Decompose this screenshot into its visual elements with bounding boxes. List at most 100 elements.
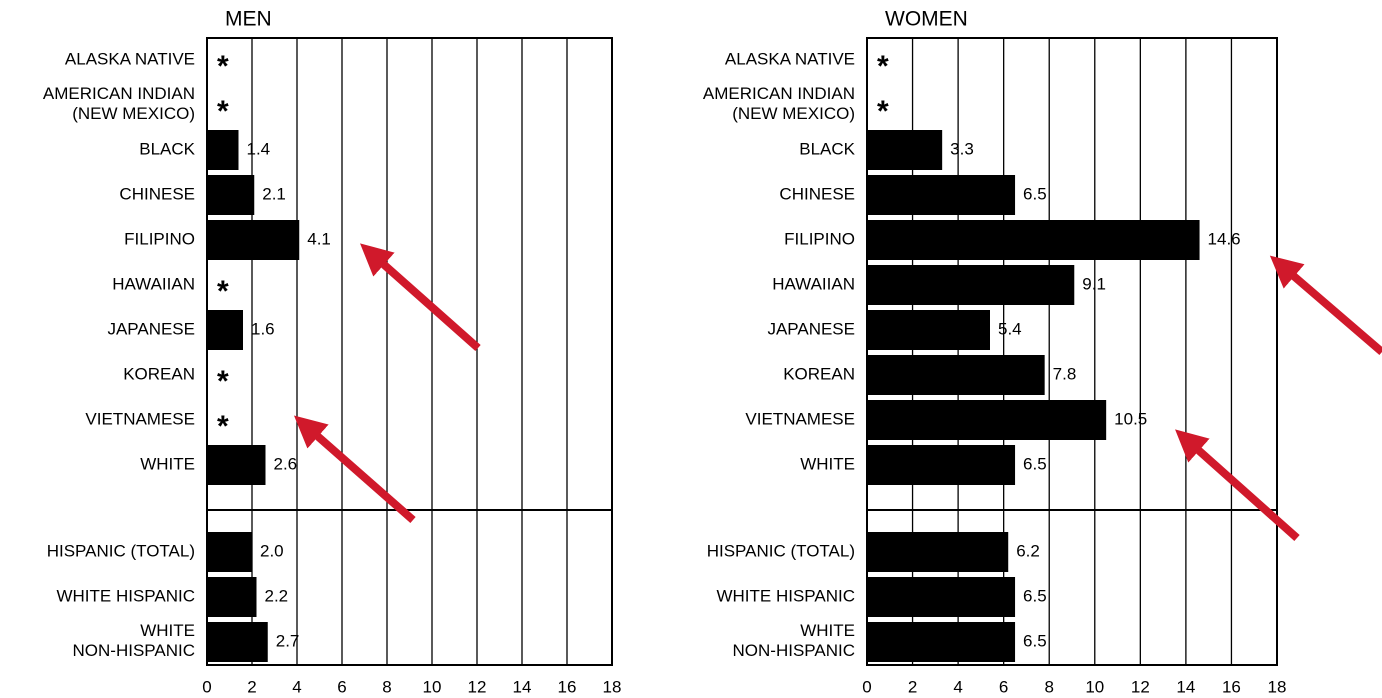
value-label: 6.5 (1023, 586, 1047, 605)
plot-frame (206, 37, 613, 666)
category-label: KOREAN (123, 364, 195, 383)
bar (207, 577, 257, 617)
x-tick-label: 8 (1044, 677, 1053, 696)
value-label: 2.2 (265, 586, 289, 605)
bar (207, 622, 268, 662)
category-label: WHITE NON-HISPANIC (73, 621, 195, 660)
bar (207, 220, 300, 260)
x-tick-label: 0 (202, 677, 211, 696)
category-label: HAWAIIAN (772, 274, 855, 293)
x-tick-label: 18 (603, 677, 622, 696)
value-label: 10.5 (1114, 409, 1147, 428)
value-label: 2.1 (262, 184, 286, 203)
x-tick-label: 16 (1222, 677, 1241, 696)
x-tick-label: 6 (337, 677, 346, 696)
bar (867, 445, 1016, 485)
category-label: BLACK (139, 139, 195, 158)
arrow (293, 415, 416, 524)
x-tick-label: 10 (1085, 677, 1104, 696)
value-label: 2.6 (274, 454, 298, 473)
category-label: ALASKA NATIVE (65, 49, 195, 68)
value-label: 3.3 (950, 139, 974, 158)
category-label: WHITE (140, 454, 195, 473)
x-tick-label: 10 (423, 677, 442, 696)
bar (867, 310, 990, 350)
category-label: HISPANIC (TOTAL) (707, 541, 855, 560)
category-label: WHITE (800, 454, 855, 473)
bar (867, 175, 1016, 215)
category-label: AMERICAN INDIAN (NEW MEXICO) (703, 84, 855, 123)
category-label: HAWAIIAN (112, 274, 195, 293)
category-label: JAPANESE (767, 319, 855, 338)
x-tick-label: 2 (247, 677, 256, 696)
bar (867, 265, 1075, 305)
category-label: WHITE HISPANIC (56, 586, 195, 605)
x-tick-label: 0 (862, 677, 871, 696)
category-label: FILIPINO (784, 229, 855, 248)
plot-frame (866, 37, 1278, 666)
arrow (1175, 429, 1300, 541)
value-label: 2.0 (260, 541, 284, 560)
value-label: * (217, 365, 229, 398)
value-label: 6.5 (1023, 454, 1047, 473)
value-label: * (217, 50, 229, 83)
category-label: BLACK (799, 139, 855, 158)
bar (867, 400, 1107, 440)
bar (207, 310, 243, 350)
category-label: FILIPINO (124, 229, 195, 248)
x-tick-label: 18 (1268, 677, 1287, 696)
x-tick-label: 4 (953, 677, 962, 696)
x-tick-label: 14 (513, 677, 532, 696)
x-tick-label: 12 (1131, 677, 1150, 696)
bar (207, 532, 252, 572)
x-tick-label: 16 (558, 677, 577, 696)
value-label: 4.1 (307, 229, 331, 248)
category-label: CHINESE (119, 184, 195, 203)
value-label: * (217, 275, 229, 308)
bar (867, 622, 1016, 662)
bar (867, 577, 1016, 617)
arrow (360, 243, 481, 351)
chart-title: WOMEN (885, 8, 968, 31)
x-tick-label: 4 (292, 677, 301, 696)
category-label: KOREAN (783, 364, 855, 383)
value-label: 6.2 (1016, 541, 1040, 560)
value-label: 6.5 (1023, 184, 1047, 203)
value-label: 1.4 (247, 139, 271, 158)
arrow (1269, 255, 1382, 356)
x-tick-label: 12 (468, 677, 487, 696)
value-label: * (877, 50, 889, 83)
category-label: ALASKA NATIVE (725, 49, 855, 68)
x-tick-label: 6 (999, 677, 1008, 696)
value-label: * (217, 410, 229, 443)
bar (867, 532, 1009, 572)
bar (867, 355, 1045, 395)
x-tick-label: 2 (908, 677, 917, 696)
category-label: VIETNAMESE (745, 409, 855, 428)
value-label: 2.7 (276, 631, 300, 650)
category-label: WHITE NON-HISPANIC (733, 621, 855, 660)
value-label: * (877, 95, 889, 128)
chart-title: MEN (225, 8, 272, 31)
bar (867, 220, 1200, 260)
value-label: 5.4 (998, 319, 1022, 338)
value-label: * (217, 95, 229, 128)
value-label: 14.6 (1208, 229, 1241, 248)
value-label: 1.6 (251, 319, 275, 338)
category-label: AMERICAN INDIAN (NEW MEXICO) (43, 84, 195, 123)
category-label: JAPANESE (107, 319, 195, 338)
bar (207, 130, 239, 170)
category-label: HISPANIC (TOTAL) (47, 541, 195, 560)
bar (207, 445, 266, 485)
value-label: 9.1 (1082, 274, 1106, 293)
x-tick-label: 8 (382, 677, 391, 696)
bar (207, 175, 255, 215)
x-tick-label: 14 (1176, 677, 1195, 696)
category-label: WHITE HISPANIC (716, 586, 855, 605)
category-label: CHINESE (779, 184, 855, 203)
bar (867, 130, 943, 170)
annotation-arrows (293, 243, 1382, 541)
value-label: 7.8 (1053, 364, 1077, 383)
value-label: 6.5 (1023, 631, 1047, 650)
